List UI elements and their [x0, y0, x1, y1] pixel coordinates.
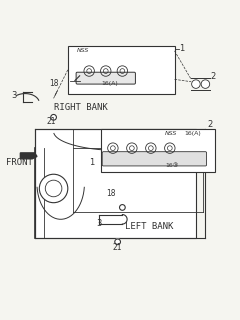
Circle shape: [165, 143, 175, 153]
Text: 2: 2: [208, 120, 213, 129]
Circle shape: [108, 143, 118, 153]
Text: 16③: 16③: [165, 163, 179, 168]
Polygon shape: [20, 153, 37, 159]
Bar: [101, 129, 215, 172]
Text: NSS: NSS: [77, 48, 90, 53]
Text: 18: 18: [49, 79, 58, 88]
Text: LEFT BANK: LEFT BANK: [125, 222, 173, 231]
Circle shape: [114, 154, 126, 166]
Text: NSS: NSS: [165, 131, 177, 136]
Circle shape: [152, 154, 164, 166]
Text: FRONT: FRONT: [6, 158, 33, 167]
Text: RIGHT BANK: RIGHT BANK: [54, 103, 107, 112]
Text: 16(A): 16(A): [184, 131, 201, 136]
Circle shape: [115, 239, 120, 245]
Text: 18: 18: [106, 188, 115, 197]
Circle shape: [120, 204, 125, 210]
Text: 21: 21: [47, 117, 56, 126]
Circle shape: [39, 174, 68, 203]
Circle shape: [192, 80, 200, 88]
Circle shape: [117, 66, 128, 76]
Circle shape: [171, 154, 183, 166]
Text: 2: 2: [210, 72, 215, 81]
Text: 1: 1: [179, 44, 185, 53]
Circle shape: [101, 66, 111, 76]
Text: 3: 3: [96, 220, 102, 228]
Circle shape: [146, 143, 156, 153]
Circle shape: [84, 66, 94, 76]
FancyBboxPatch shape: [102, 152, 207, 166]
Bar: [68, 46, 174, 93]
Bar: [35, 129, 196, 238]
Circle shape: [201, 80, 210, 88]
Text: 3: 3: [11, 91, 16, 100]
Circle shape: [127, 143, 137, 153]
FancyBboxPatch shape: [76, 72, 135, 84]
Text: 16(A): 16(A): [101, 81, 118, 86]
Text: 21: 21: [113, 243, 122, 252]
Circle shape: [51, 115, 56, 120]
Circle shape: [133, 154, 145, 166]
Text: 1: 1: [89, 158, 94, 167]
